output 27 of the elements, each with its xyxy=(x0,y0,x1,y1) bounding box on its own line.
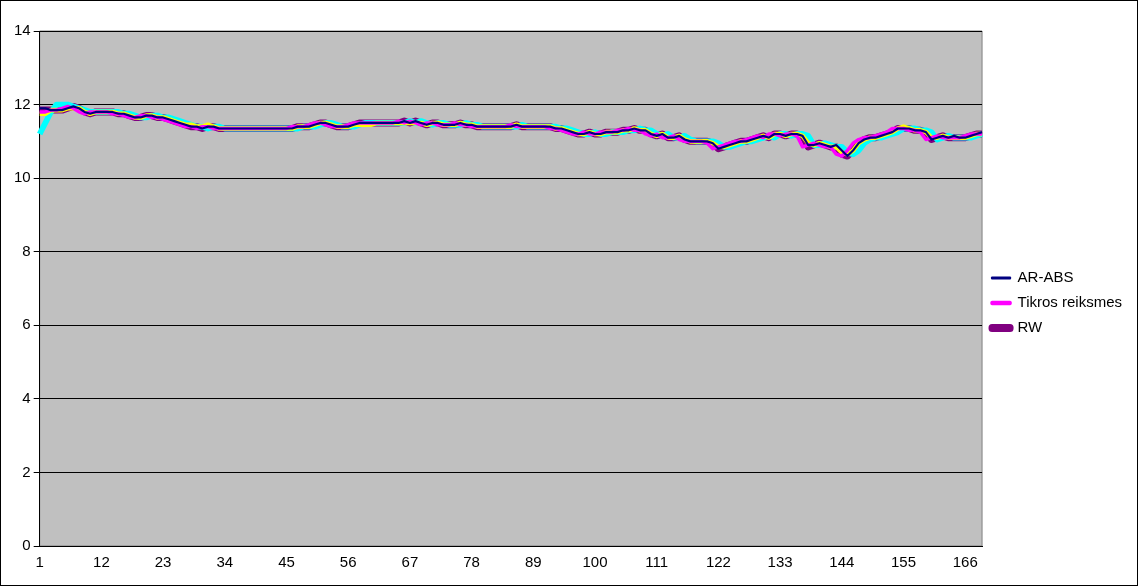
x-tick-label: 45 xyxy=(278,553,295,571)
y-tick-label: 6 xyxy=(22,315,31,333)
x-tick-label: 89 xyxy=(524,553,542,571)
y-tick-label: 4 xyxy=(22,389,31,406)
x-tick-label: 1 xyxy=(35,553,44,571)
x-tick-label: 78 xyxy=(463,553,480,571)
x-tick-label: 67 xyxy=(401,553,419,571)
x-tick-label: 100 xyxy=(582,553,608,571)
y-tick-label: 0 xyxy=(22,536,31,554)
legend-label: Tikros reiksmes xyxy=(1017,293,1122,311)
y-tick-label: 2 xyxy=(22,462,31,480)
x-tick-label: 122 xyxy=(705,553,731,571)
x-tick-label: 56 xyxy=(339,553,357,571)
y-tick-label: 10 xyxy=(14,168,31,186)
y-tick-label: 8 xyxy=(22,241,31,259)
x-tick-label: 155 xyxy=(891,553,917,571)
x-tick-label: 34 xyxy=(216,553,234,571)
legend-label: AR-ABS xyxy=(1017,268,1074,286)
x-tick-label: 144 xyxy=(829,553,855,571)
x-tick-label: 166 xyxy=(952,553,978,571)
x-tick-label: 133 xyxy=(767,553,793,571)
x-tick-label: 111 xyxy=(645,553,669,571)
y-tick-label: 14 xyxy=(14,21,31,39)
y-tick-label: 12 xyxy=(14,94,31,112)
legend-label: RW xyxy=(1017,318,1044,336)
x-tick-label: 12 xyxy=(93,553,110,571)
x-tick-label: 23 xyxy=(154,553,172,571)
